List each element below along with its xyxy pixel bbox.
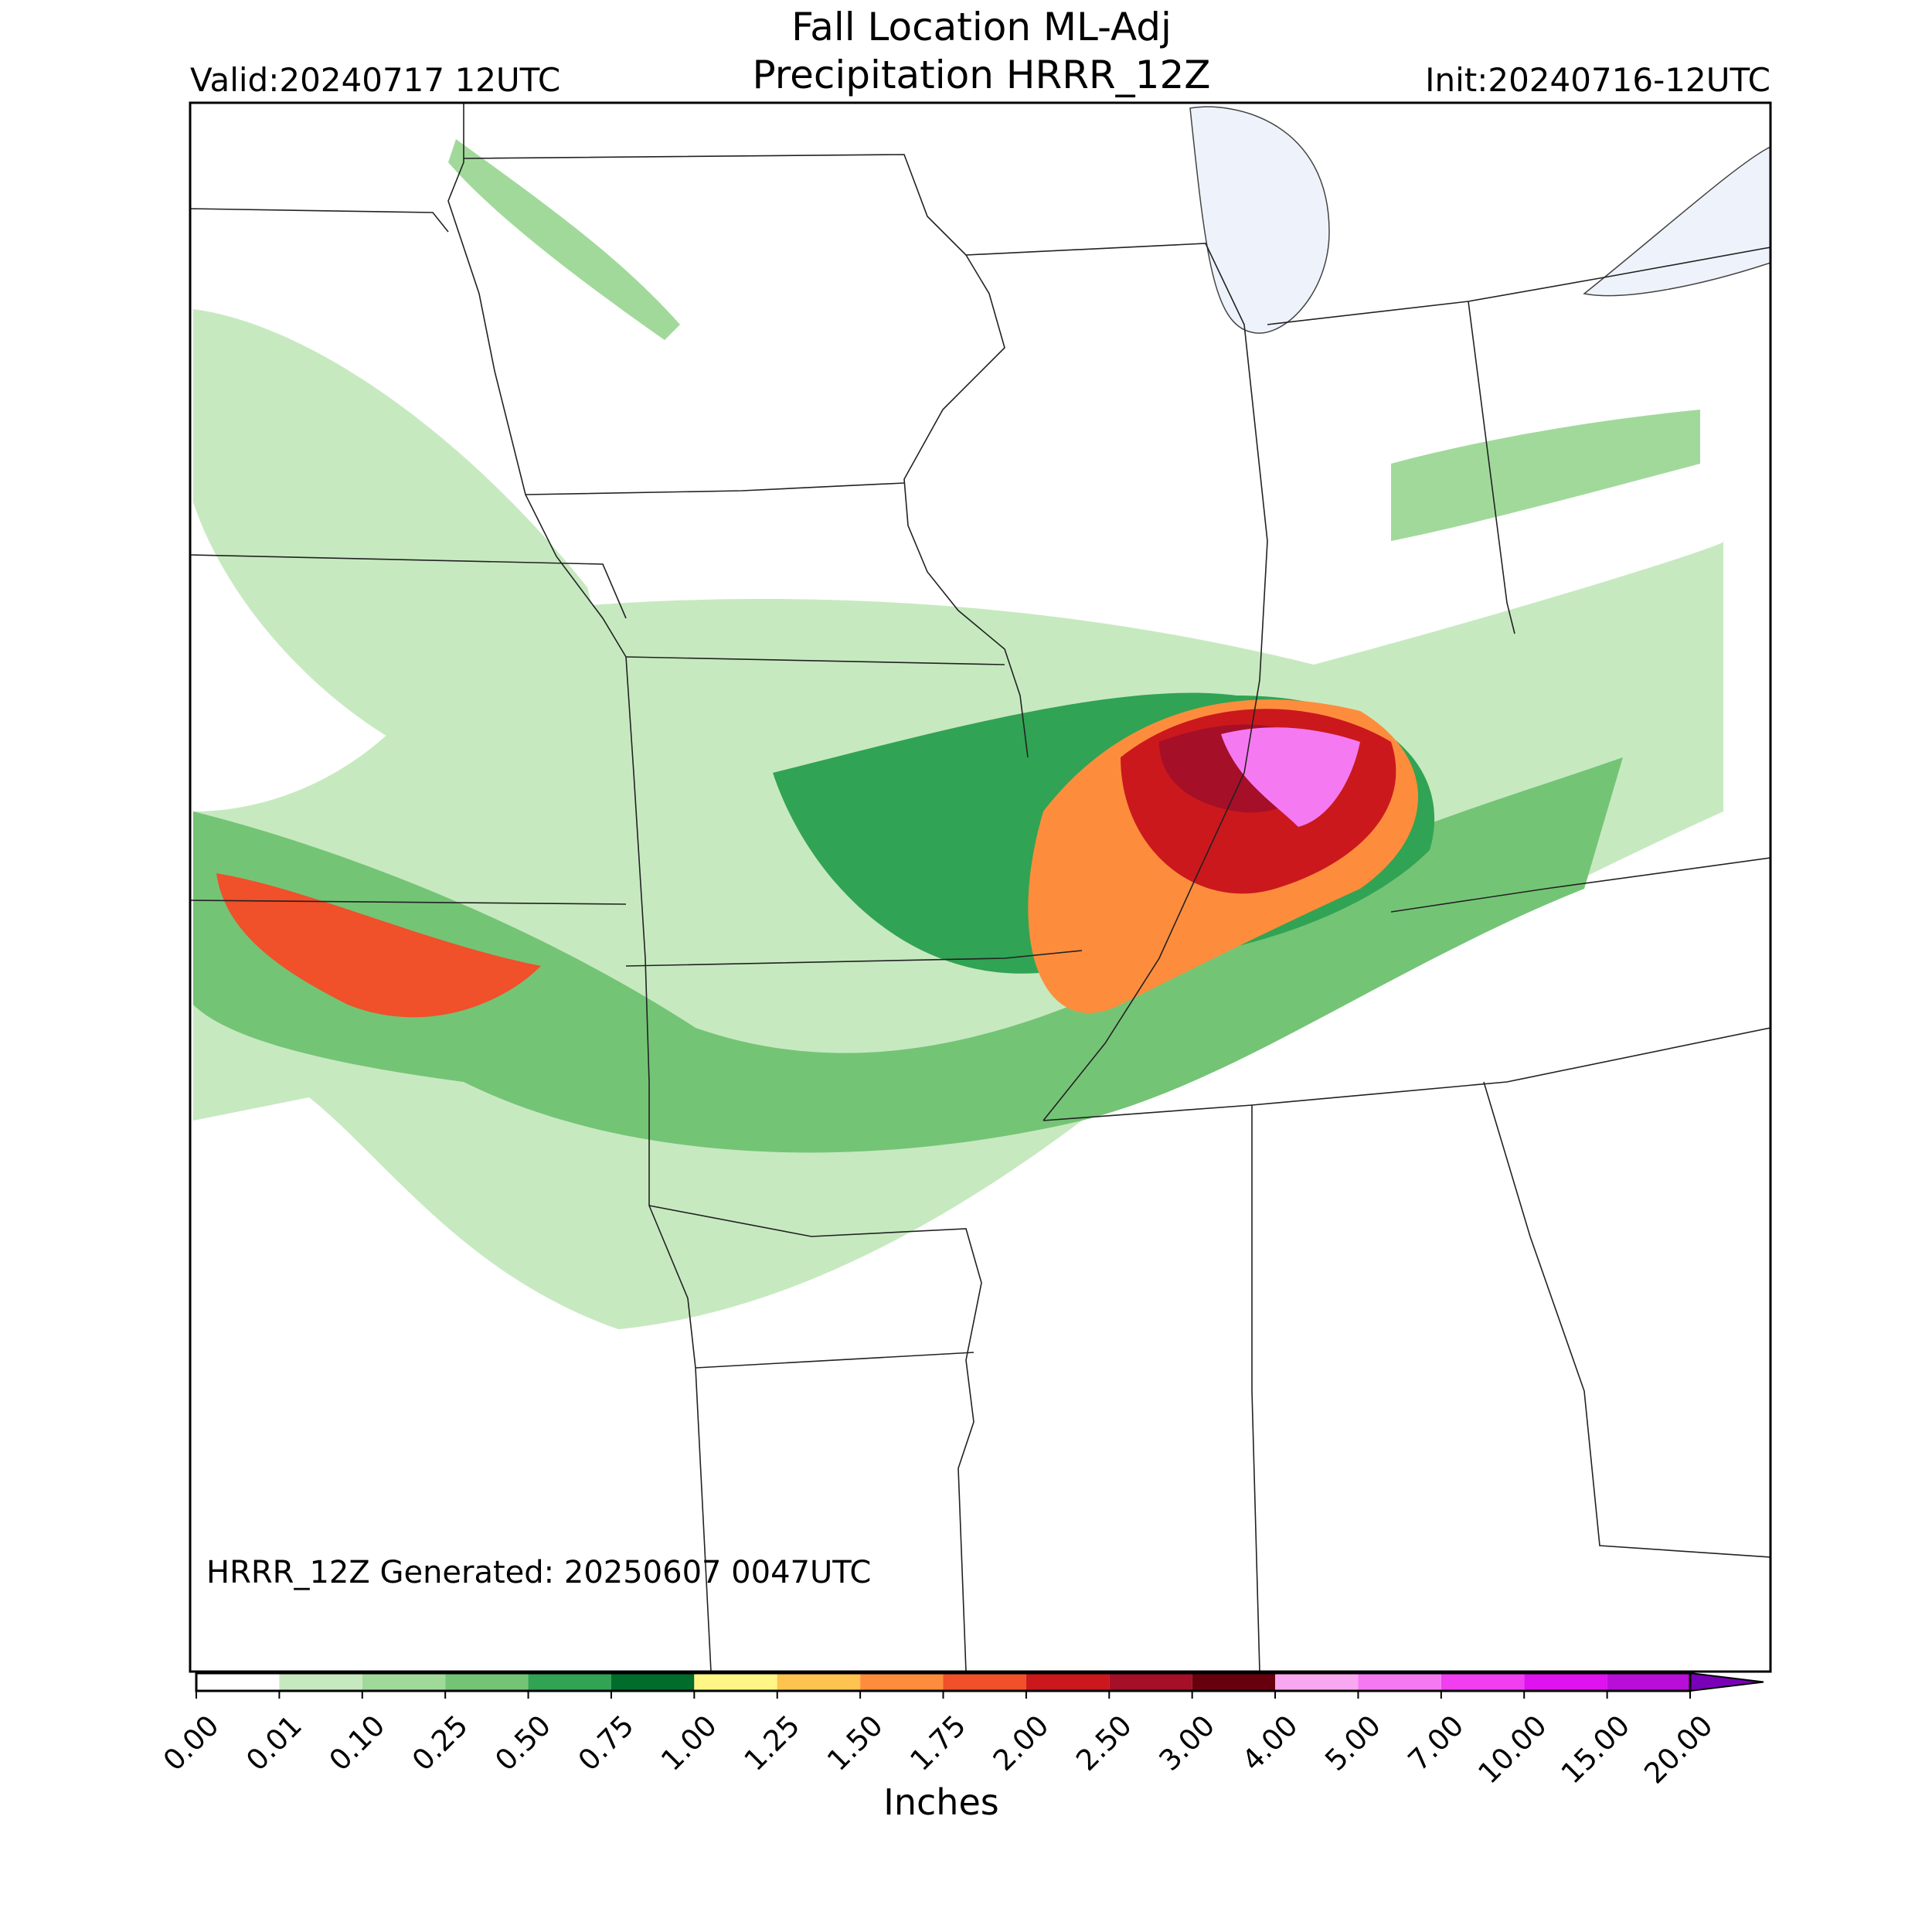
colorbar-tick-label: 0.25 [406, 1709, 474, 1777]
colorbar-segment [1026, 1673, 1110, 1691]
colorbar-segment [1275, 1673, 1359, 1691]
colorbar-tick-label: 1.25 [738, 1709, 807, 1777]
title: Fall Location ML-Adj [791, 5, 1172, 49]
colorbar-segment [1440, 1673, 1525, 1691]
map-area [189, 101, 1772, 1673]
colorbar-tick-label: 1.50 [821, 1709, 889, 1777]
subtitle: Precipitation HRRR_12Z [752, 53, 1210, 97]
colorbar-tick-label: 1.00 [655, 1709, 723, 1777]
colorbar-tick-label: 2.50 [1070, 1709, 1138, 1777]
init-time: Init:20240716-12UTC [1425, 61, 1770, 99]
colorbar-tick-label: 0.75 [572, 1709, 641, 1777]
colorbar-segment [777, 1673, 861, 1691]
colorbar-tick-label: 1.75 [903, 1709, 972, 1777]
colorbar-tick-label: 4.00 [1236, 1709, 1304, 1777]
colorbar-segment [1109, 1673, 1192, 1691]
colorbar-tick-label: 10.00 [1472, 1709, 1553, 1790]
colorbar-segment [362, 1673, 446, 1691]
colorbar-segment [279, 1673, 362, 1691]
colorbar-segment [1358, 1673, 1441, 1691]
colorbar-segment [943, 1673, 1026, 1691]
colorbar-tick-label: 0.10 [323, 1709, 392, 1777]
colorbar-tick-label: 0.50 [488, 1709, 557, 1777]
state-borders [190, 103, 1770, 1672]
colorbar: 0.00 0.01 0.10 0.25 0.50 0.75 1.00 1.25 1.50 1.75… [157, 1672, 1764, 1791]
colorbar-tick-label: 3.00 [1153, 1709, 1222, 1777]
colorbar-segment [860, 1673, 944, 1691]
colorbar-tick-label: 20.00 [1638, 1709, 1719, 1790]
map-frame [189, 101, 1772, 1673]
colorbar-segment [1607, 1673, 1690, 1691]
colorbar-segment [1524, 1673, 1607, 1691]
colorbar-segment [196, 1673, 280, 1691]
colorbar-tick-label: 5.00 [1318, 1709, 1387, 1777]
colorbar-segment [611, 1673, 695, 1691]
precip-field [193, 106, 1770, 1329]
colorbar-extend [1689, 1672, 1764, 1692]
colorbar-tick-label: 0.00 [157, 1709, 226, 1777]
colorbar-segment [1192, 1673, 1276, 1691]
generated-note: HRRR_12Z Generated: 20250607 0047UTC [206, 1555, 871, 1590]
colorbar-segment [694, 1673, 777, 1691]
colorbar-segment [528, 1673, 611, 1691]
colorbar-tick-label: 15.00 [1555, 1709, 1636, 1790]
valid-time: Valid:20240717 12UTC [190, 61, 560, 99]
colorbar-tick-label: 0.01 [240, 1709, 308, 1777]
colorbar-tick-label: 7.00 [1402, 1709, 1471, 1777]
colorbar-label: Inches [883, 1781, 998, 1823]
colorbar-segment [445, 1673, 529, 1691]
colorbar-tick-label: 2.00 [987, 1709, 1056, 1777]
